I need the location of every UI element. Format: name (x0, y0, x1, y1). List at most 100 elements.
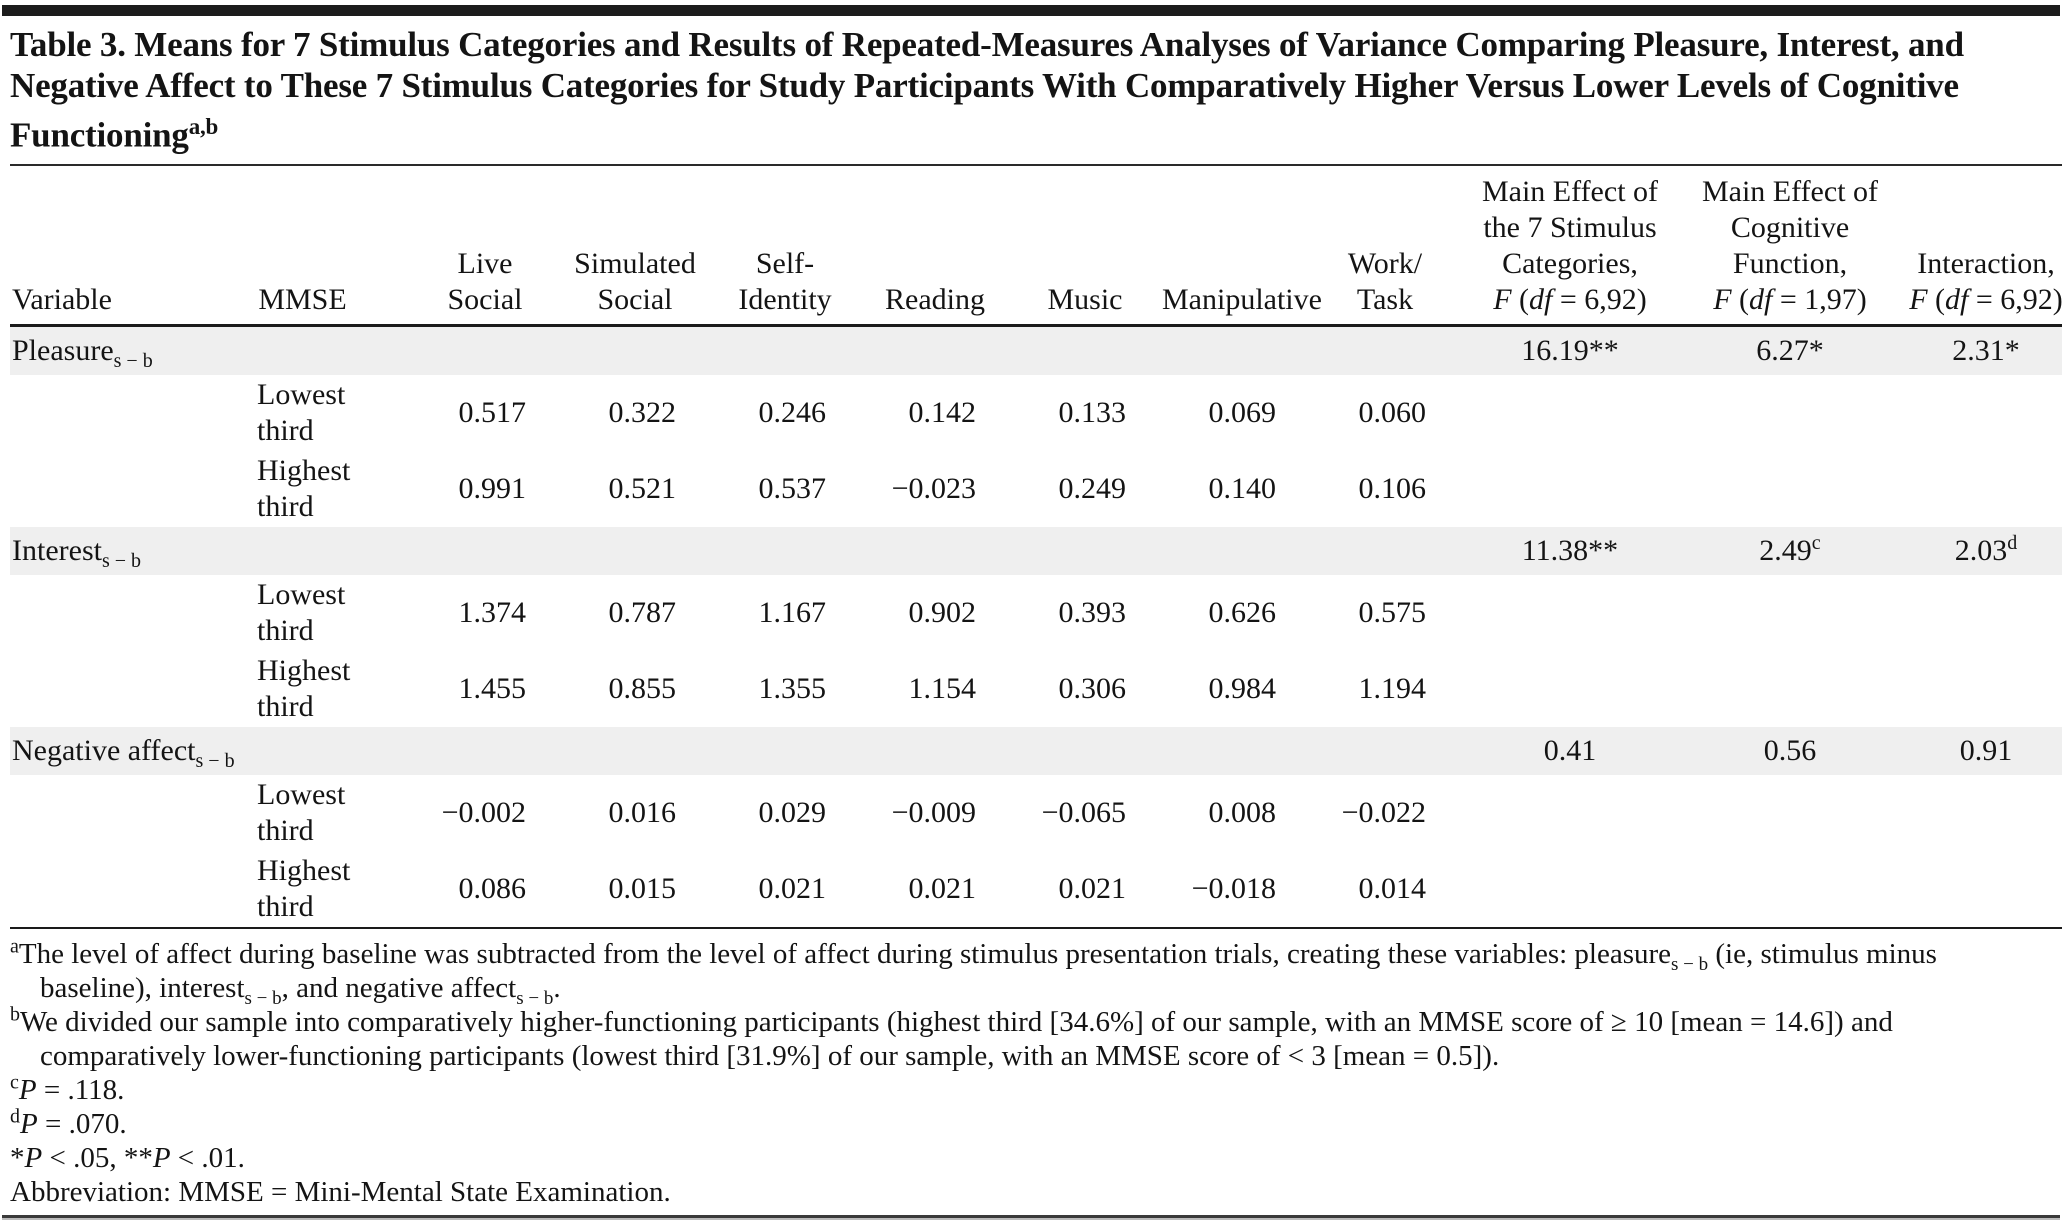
mean-value: 0.021 (1058, 871, 1127, 905)
mean-value: −0.022 (1341, 795, 1426, 829)
mmse-group-label: Highest third (257, 453, 351, 523)
table-row: Lowest third −0.002 0.016 0.029 −0.009 −0.065… (10, 775, 2062, 851)
spacer-cell (1460, 575, 2062, 651)
mean-value: 0.626 (1208, 595, 1277, 629)
table-body: Pleasures − b 16.19** 6.27* 2.31* Lowest thi… (10, 325, 2062, 928)
mean-value: 0.521 (608, 471, 677, 505)
mean-value: 1.167 (758, 595, 827, 629)
table-row: Highest third 0.086 0.015 0.021 0.021 0.021 −0… (10, 851, 2062, 928)
table-row: Pleasures − b 16.19** 6.27* 2.31* (10, 325, 2062, 375)
mean-value: 0.106 (1358, 471, 1427, 505)
f-statistic-value: 0.41 (1543, 733, 1597, 767)
col-header-live-social: Live Social (447, 246, 523, 316)
mean-value: 0.008 (1208, 795, 1277, 829)
spacer-cell (10, 451, 195, 527)
mean-value: 0.029 (758, 795, 827, 829)
footnote-text: P = .118. (18, 1073, 125, 1106)
spacer-cell (10, 575, 195, 651)
table-title: Table 3. Means for 7 Stimulus Categories… (10, 24, 2052, 156)
footnote-text: P = .070. (20, 1107, 127, 1140)
footnote-significance: *P < .05, **P < .01. (10, 1141, 2052, 1175)
mean-value: 0.060 (1358, 395, 1427, 429)
f-statistic-value: 16.19** (1521, 333, 1619, 367)
col-header-mmse: MMSE (258, 282, 347, 316)
mean-value: 0.787 (608, 595, 677, 629)
col-header-interaction: Interaction, F (df = 6,92) (1909, 246, 2062, 316)
f-statistic-value: 2.49c (1759, 531, 1821, 567)
mean-value: 0.133 (1058, 395, 1127, 429)
col-header-main-effect-cognitive: Main Effect of Cognitive Function, F (df = … (1701, 174, 1879, 316)
f-statistic-value: 0.56 (1763, 733, 1817, 767)
col-header-simulated-social: Simulated Social (574, 246, 696, 316)
mean-value: −0.009 (891, 795, 976, 829)
mean-value: 0.086 (458, 871, 527, 905)
table-row: Highest third 1.455 0.855 1.355 1.154 0.306 0.… (10, 651, 2062, 727)
mean-value: 0.015 (608, 871, 677, 905)
mean-value: −0.002 (441, 795, 526, 829)
footnote-marker: c (10, 1071, 19, 1093)
table-header: Variable MMSE Live Social Simulated Social… (10, 165, 2062, 326)
f-statistic-value: 11.38** (1521, 533, 1619, 567)
f-statistic-value: 0.91 (1959, 733, 2013, 767)
footnote-c: cP = .118. (10, 1071, 2052, 1107)
mean-value: 0.393 (1058, 595, 1127, 629)
mean-value: 1.355 (758, 671, 827, 705)
table-title-footnote-marker: a,b (188, 114, 219, 139)
col-header-manipulative: Manipulative (1162, 282, 1322, 316)
bottom-rule (2, 1214, 2060, 1220)
table-row: Lowest third 1.374 0.787 1.167 0.902 0.393 0.6… (10, 575, 2062, 651)
mean-value: 0.016 (608, 795, 677, 829)
mean-value: 0.517 (458, 395, 527, 429)
footnote-marker: b (10, 1003, 20, 1025)
f-statistic-value: 6.27* (1756, 333, 1824, 367)
mmse-group-label: Lowest third (257, 377, 346, 447)
spacer-cell (10, 775, 195, 851)
mean-value: 1.154 (908, 671, 977, 705)
mmse-group-label: Lowest third (257, 777, 346, 847)
spacer-cell (1460, 775, 2062, 851)
footnote-text: The level of affect during baseline was … (18, 937, 1937, 1009)
mean-value: 0.069 (1208, 395, 1277, 429)
mean-value: 0.902 (908, 595, 977, 629)
col-header-self-identity: Self- Identity (738, 246, 832, 316)
mean-value: 0.984 (1208, 671, 1277, 705)
footnotes: aThe level of affect during baseline was… (10, 935, 2052, 1209)
col-header-reading: Reading (885, 282, 985, 316)
variable-label: Negative affects − b (12, 733, 235, 772)
mean-value: 0.021 (908, 871, 977, 905)
mean-value: −0.018 (1191, 871, 1276, 905)
mmse-group-label: Lowest third (257, 577, 346, 647)
mean-value: 0.575 (1358, 595, 1427, 629)
data-table: Variable MMSE Live Social Simulated Social… (10, 163, 2062, 929)
footnote-text: Abbreviation: MMSE = Mini-Mental State E… (10, 1175, 671, 1208)
spacer-cell (1460, 651, 2062, 727)
table-title-text: Table 3. Means for 7 Stimulus Categories… (10, 25, 1964, 155)
variable-label: Interests − b (12, 533, 142, 572)
mean-value: −0.023 (891, 471, 976, 505)
col-header-main-effect-stimulus: Main Effect of the 7 Stimulus Categories, F… (1481, 174, 1659, 316)
mean-value: 0.306 (1058, 671, 1127, 705)
variable-label: Pleasures − b (12, 333, 153, 372)
mmse-group-label: Highest third (257, 653, 351, 723)
f-statistic-value: 2.31* (1952, 333, 2020, 367)
mean-value: 1.374 (458, 595, 527, 629)
col-header-music: Music (1047, 282, 1123, 316)
footnote-marker: a (10, 935, 19, 957)
footnote-abbreviation: Abbreviation: MMSE = Mini-Mental State E… (10, 1175, 2052, 1209)
footnote-b: bWe divided our sample into comparativel… (10, 1003, 2052, 1073)
col-header-work-task: Work/Task (1347, 246, 1423, 316)
mean-value: 0.855 (608, 671, 677, 705)
spacer-cell (10, 375, 195, 451)
spacer-cell (10, 651, 195, 727)
spacer-cell (10, 851, 195, 928)
mean-value: 0.322 (608, 395, 677, 429)
mean-value: −0.065 (1041, 795, 1126, 829)
mean-value: 1.455 (458, 671, 527, 705)
spacer-cell (1460, 451, 2062, 527)
mean-value: 0.140 (1208, 471, 1277, 505)
footnote-d: dP = .070. (10, 1106, 2052, 1141)
f-statistic-value: 2.03d (1954, 531, 2018, 567)
mean-value: 0.246 (758, 395, 827, 429)
mmse-group-label: Highest third (257, 853, 351, 923)
journal-table-figure: Table 3. Means for 7 Stimulus Categories… (0, 5, 2062, 1220)
